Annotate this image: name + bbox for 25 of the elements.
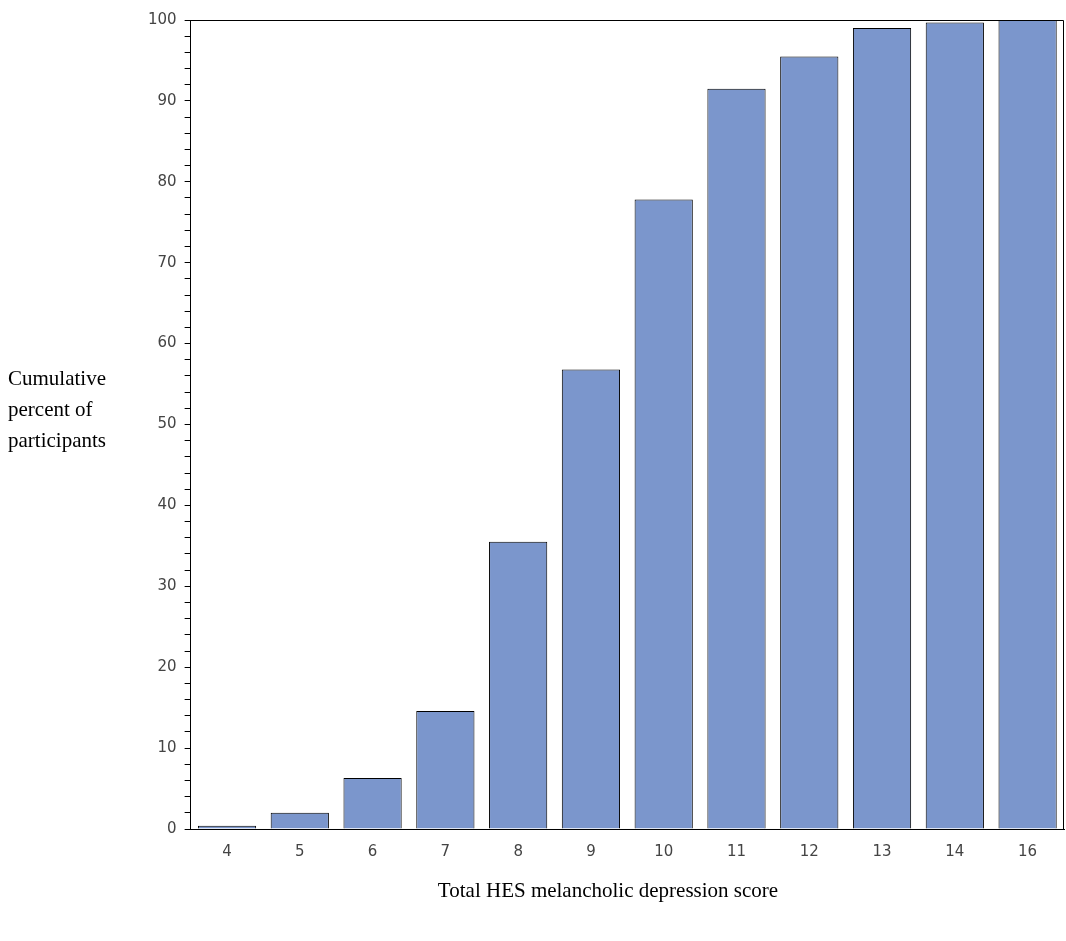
x-tick-label: 11 [726,841,747,860]
x-tick-label: 5 [295,841,305,860]
x-tick-label: 14 [945,841,965,860]
y-tick-label: 20 [157,657,177,676]
x-tick-label: 7 [440,841,451,860]
y-tick-label: 90 [157,90,177,109]
x-tick-label: 16 [1018,841,1038,860]
y-tick-label: 0 [167,818,177,837]
x-tick-label: 13 [872,841,892,860]
y-axis-title: Cumulative percent of participants [8,365,107,454]
y-tick-label: 60 [157,333,177,352]
x-tick-label: 4 [222,841,232,860]
x-tick-label: 6 [367,841,378,860]
x-axis-title: Total HES melancholic depression score [436,878,780,903]
y-tick-label: 10 [157,737,177,756]
x-tick-label: 8 [513,841,523,860]
y-tick-label: 80 [157,171,177,190]
y-tick-label: 30 [157,576,177,595]
x-tick-label: 9 [586,841,596,860]
y-tick-label: 40 [157,495,177,514]
y-tick-label: 50 [157,414,177,433]
x-tick-label: 10 [654,841,674,860]
x-tick-label: 12 [799,841,819,860]
y-tick-label: 100 [147,9,177,28]
y-tick-label: 70 [157,252,177,271]
